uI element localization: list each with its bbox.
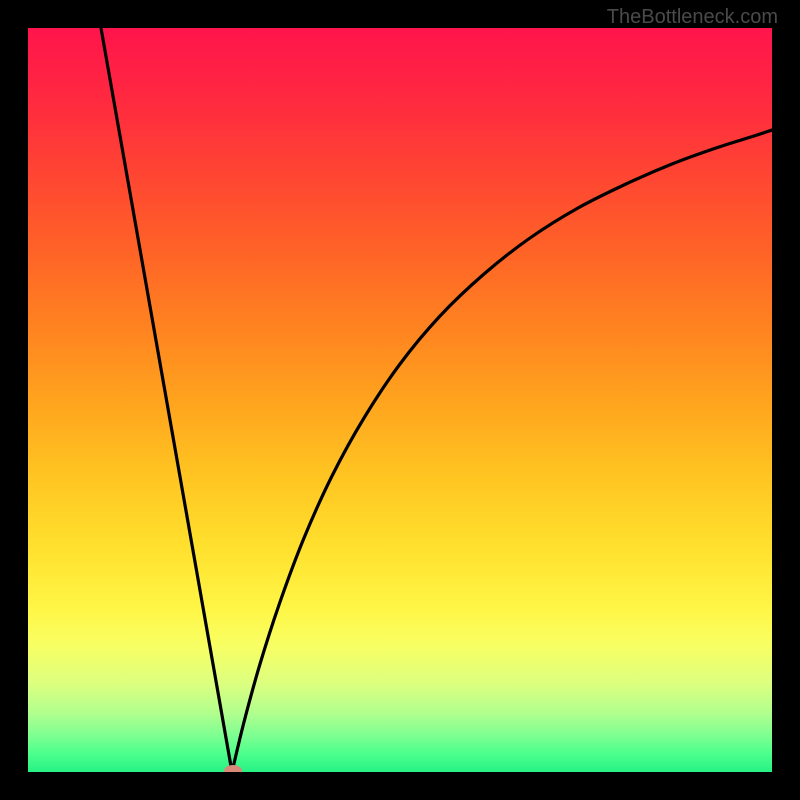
bottleneck-curve	[28, 28, 772, 772]
watermark-text: TheBottleneck.com	[607, 6, 778, 29]
plot-area	[28, 28, 772, 772]
minimum-marker	[224, 765, 242, 772]
